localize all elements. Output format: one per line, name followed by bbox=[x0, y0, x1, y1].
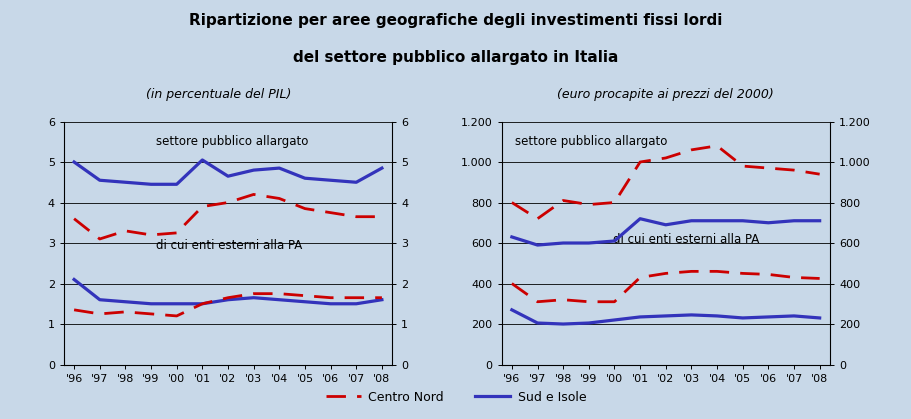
Legend: Centro Nord, Sud e Isole: Centro Nord, Sud e Isole bbox=[321, 385, 590, 409]
Text: settore pubblico allargato: settore pubblico allargato bbox=[156, 134, 308, 147]
Text: settore pubblico allargato: settore pubblico allargato bbox=[514, 134, 666, 147]
Text: di cui enti esterni alla PA: di cui enti esterni alla PA bbox=[156, 239, 302, 252]
Text: (euro procapite ai prezzi del 2000): (euro procapite ai prezzi del 2000) bbox=[557, 88, 773, 101]
Text: Ripartizione per aree geografiche degli investimenti fissi lordi: Ripartizione per aree geografiche degli … bbox=[189, 13, 722, 28]
Text: del settore pubblico allargato in Italia: del settore pubblico allargato in Italia bbox=[293, 50, 618, 65]
Text: (in percentuale del PIL): (in percentuale del PIL) bbox=[146, 88, 292, 101]
Text: di cui enti esterni alla PA: di cui enti esterni alla PA bbox=[612, 233, 759, 246]
